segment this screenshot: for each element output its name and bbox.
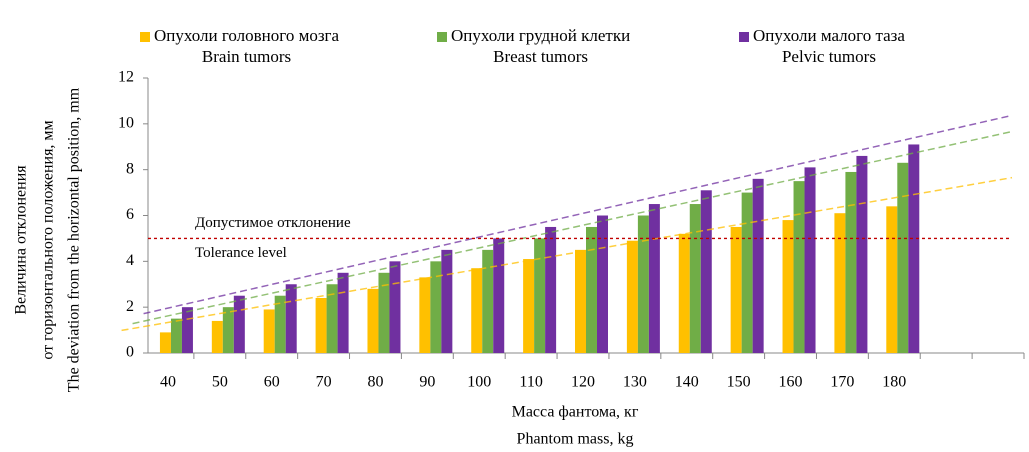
bar <box>441 249 453 353</box>
bar <box>782 220 794 353</box>
x-tick-label: 110 <box>519 374 542 391</box>
legend-swatch <box>739 32 749 42</box>
x-tick-label: 180 <box>882 374 906 391</box>
bar <box>689 204 701 353</box>
bar <box>211 320 223 353</box>
y-label-1: Величина отклонения <box>13 165 30 315</box>
trend-line <box>143 114 1013 315</box>
legend-label: Опухоли головного мозга <box>154 26 340 45</box>
bar <box>845 171 857 353</box>
bar <box>471 268 483 353</box>
bar <box>493 238 505 353</box>
trend-line <box>132 130 1013 325</box>
x-tick-label: 140 <box>675 374 699 391</box>
bar <box>170 318 182 353</box>
x-tick-label: 150 <box>727 374 751 391</box>
x-tick-label: 130 <box>623 374 647 391</box>
y-axis-label: The deviation from the horizontal positi… <box>66 87 83 392</box>
bar <box>575 249 586 353</box>
y-label-2: от горизонтального положения, мм <box>40 120 57 359</box>
bar <box>263 309 275 353</box>
bar <box>482 249 494 353</box>
bar <box>367 288 379 353</box>
bar <box>419 277 431 353</box>
bar <box>597 215 608 353</box>
x-tick-label: 70 <box>316 374 332 391</box>
legend-label: Опухоли грудной клетки <box>451 26 630 45</box>
bar <box>159 332 171 353</box>
bar <box>586 226 597 353</box>
bar <box>181 307 193 353</box>
y-label-3: The deviation from the horizontal positi… <box>66 87 83 392</box>
legend-label: Brain tumors <box>202 47 291 66</box>
bar <box>793 181 805 353</box>
bar <box>534 238 546 353</box>
x-tick-label: 60 <box>264 374 280 391</box>
legend-swatch <box>140 32 150 42</box>
bar <box>430 261 442 353</box>
bar <box>222 307 234 353</box>
bar <box>804 167 816 353</box>
legend-label: Опухоли малого таза <box>753 26 905 45</box>
bar <box>730 226 742 353</box>
bar <box>285 284 297 353</box>
y-tick-label: 8 <box>126 160 134 177</box>
bar <box>908 144 920 353</box>
x-tick-label: 50 <box>212 374 228 391</box>
bar <box>389 261 401 353</box>
x-tick-label: 170 <box>830 374 854 391</box>
bar <box>834 213 846 353</box>
bar <box>274 295 286 353</box>
bar <box>700 190 712 353</box>
bar <box>856 155 868 353</box>
y-axis-label: от горизонтального положения, мм <box>40 120 57 359</box>
legend-swatch <box>437 32 447 42</box>
reference-label: Допустимое отклонение <box>195 215 351 231</box>
x-tick-label: 100 <box>467 374 491 391</box>
x-axis-label: Масса фантома, кг <box>512 404 639 421</box>
x-tick-label: 90 <box>419 374 435 391</box>
bar <box>233 295 245 353</box>
y-tick-label: 12 <box>118 69 134 86</box>
y-tick-label: 10 <box>118 115 134 132</box>
bar <box>626 240 638 353</box>
bar <box>315 298 327 353</box>
trend-line <box>121 176 1013 332</box>
y-tick-label: 4 <box>126 252 134 269</box>
legend-label: Pelvic tumors <box>782 47 876 66</box>
x-tick-label: 120 <box>571 374 595 391</box>
x-tick-label: 40 <box>160 374 176 391</box>
y-tick-label: 0 <box>126 344 134 361</box>
bar <box>337 272 349 353</box>
bar <box>545 226 557 353</box>
bar <box>897 162 909 353</box>
bar <box>378 272 390 353</box>
bar <box>741 192 753 353</box>
legend-label: Breast tumors <box>493 47 588 66</box>
reference-label: Tolerance level <box>195 245 287 261</box>
x-tick-label: 160 <box>779 374 803 391</box>
y-axis-label: Величина отклонения <box>13 165 30 315</box>
bar <box>637 215 649 353</box>
y-tick-label: 2 <box>126 298 134 315</box>
bar <box>886 206 898 353</box>
bar <box>523 259 535 353</box>
bar <box>752 178 764 353</box>
y-tick-label: 6 <box>126 206 134 223</box>
bar <box>678 233 690 353</box>
bar <box>648 204 660 353</box>
bar <box>326 284 338 353</box>
x-tick-label: 80 <box>367 374 383 391</box>
x-axis-label: Phantom mass, kg <box>517 431 634 448</box>
